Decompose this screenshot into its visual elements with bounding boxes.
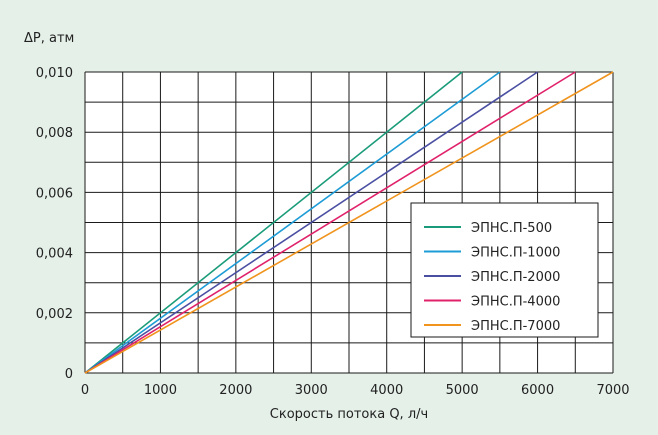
series-line <box>84 71 576 374</box>
x-tick-label: 7000 <box>596 383 629 398</box>
x-tick-label: 3000 <box>295 383 328 398</box>
legend-box <box>410 202 599 338</box>
series-line <box>84 71 463 374</box>
legend-label: ЭПНС.П-4000 <box>471 295 560 310</box>
legend: ЭПНС.П-500 ЭПНС.П-1000 ЭПНС.П-2000 ЭПНС.П-4… <box>410 202 599 338</box>
legend-label: ЭПНС.П-7000 <box>471 319 560 334</box>
y-tick-label: 0,002 <box>36 307 73 322</box>
legend-label: ЭПНС.П-2000 <box>471 270 560 285</box>
x-tick-label: 6000 <box>521 383 554 398</box>
y-tick-label: 0,006 <box>36 186 73 201</box>
series-line <box>84 71 501 374</box>
y-tick-label: 0,010 <box>36 66 73 81</box>
series-line <box>84 71 539 374</box>
x-tick-label: 4000 <box>370 383 403 398</box>
x-tick-labels: 0 1000 2000 3000 4000 5000 6000 7000 <box>81 383 630 398</box>
series-lines <box>84 71 614 374</box>
series-line <box>84 71 614 374</box>
x-tick-label: 5000 <box>446 383 479 398</box>
x-axis-title: Скорость потока Q, л/ч <box>270 407 428 422</box>
y-tick-label: 0 <box>65 367 73 382</box>
legend-label: ЭПНС.П-1000 <box>471 246 560 261</box>
x-tick-label: 1000 <box>144 383 177 398</box>
x-tick-label: 0 <box>81 383 89 398</box>
y-tick-labels: 0 0,002 0,004 0,006 0,008 0,010 <box>36 66 73 382</box>
y-tick-label: 0,008 <box>36 126 73 141</box>
y-tick-label: 0,004 <box>36 247 73 262</box>
x-tick-label: 2000 <box>219 383 252 398</box>
legend-label: ЭПНС.П-500 <box>471 221 552 236</box>
y-axis-title: ΔP, атм <box>24 31 74 46</box>
